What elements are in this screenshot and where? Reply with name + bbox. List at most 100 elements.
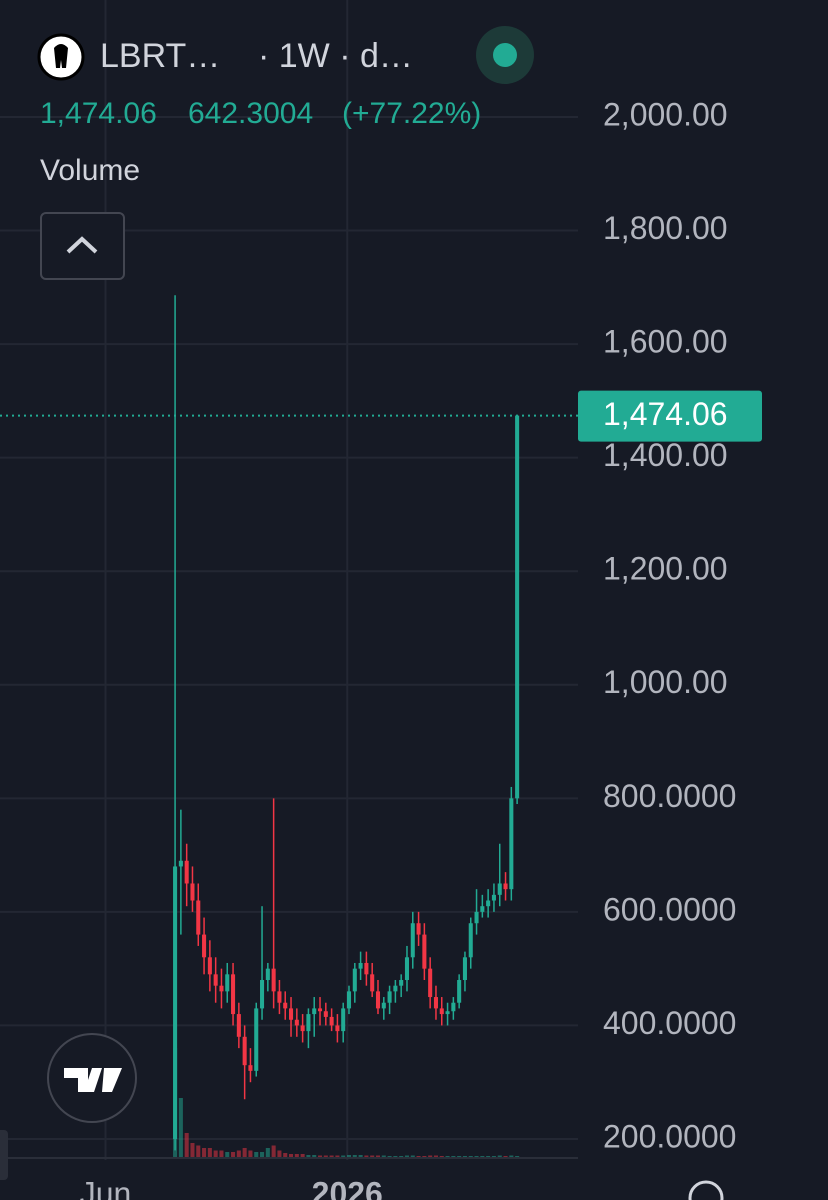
- volume-bar: [509, 1155, 514, 1158]
- last-price: 1,474.06: [40, 97, 157, 130]
- change-pct: (+77.22%): [342, 97, 481, 130]
- logo-figure: [54, 44, 68, 68]
- collapse-button[interactable]: [40, 212, 125, 280]
- volume-bar: [375, 1155, 381, 1158]
- y-tick-label: 200.0000: [603, 1118, 736, 1154]
- candle-body: [428, 968, 433, 998]
- candle-body: [486, 900, 491, 907]
- volume-bar: [213, 1150, 218, 1158]
- candle-body: [254, 1008, 259, 1071]
- volume-bar: [428, 1155, 433, 1158]
- volume-bar: [497, 1155, 502, 1158]
- candle-body: [352, 968, 357, 992]
- volume-bar: [242, 1148, 247, 1158]
- candle-body: [225, 974, 230, 992]
- volume-bar: [178, 1098, 183, 1158]
- candle-body: [410, 923, 415, 958]
- tv-mark: [64, 1068, 122, 1092]
- volume-bar: [196, 1145, 201, 1158]
- y-tick-label: 1,600.00: [603, 324, 728, 360]
- candle-body: [265, 968, 270, 981]
- candle-body: [236, 1014, 241, 1037]
- candle-body: [323, 1011, 328, 1017]
- candle-body: [283, 1002, 288, 1009]
- candle-body: [277, 991, 282, 1003]
- candle-body: [381, 1002, 386, 1009]
- candle-body: [480, 906, 485, 912]
- candle-body: [515, 415, 520, 799]
- candle-body: [346, 991, 352, 1009]
- volume-bar: [346, 1155, 352, 1158]
- candle-body: [178, 860, 183, 867]
- volume-bar: [410, 1155, 415, 1158]
- candle-body: [335, 1025, 340, 1032]
- volume-bar: [271, 1145, 276, 1158]
- volume-bar: [312, 1155, 317, 1158]
- candle-body: [294, 1019, 299, 1026]
- volume-bar: [231, 1152, 236, 1158]
- candle-body: [306, 1014, 311, 1032]
- candle-body: [468, 923, 473, 958]
- y-tick-label: 1,000.00: [603, 664, 728, 700]
- interval[interactable]: · 1W · d…: [258, 37, 413, 75]
- volume-bar: [207, 1148, 212, 1158]
- candle-body: [202, 934, 207, 958]
- volume-bar: [300, 1154, 305, 1158]
- settings-icon[interactable]: [688, 1180, 724, 1200]
- volume-bar: [254, 1152, 259, 1158]
- x-tick-label: Jun: [80, 1175, 132, 1200]
- candle-body: [457, 980, 462, 1003]
- y-tick-label: 1,200.00: [603, 551, 728, 587]
- candle-body: [242, 1036, 247, 1066]
- candle-body: [248, 1065, 253, 1071]
- candle-body: [364, 962, 369, 975]
- volume-bar: [341, 1155, 346, 1158]
- candle-body: [300, 1025, 305, 1032]
- candle-body: [451, 1002, 456, 1012]
- candle-body: [260, 980, 265, 1009]
- status-dot: [493, 43, 517, 67]
- last-price-box: [578, 390, 762, 442]
- y-tick-label: 800.0000: [603, 778, 736, 814]
- volume-bar: [433, 1155, 438, 1158]
- candle-body: [393, 985, 398, 992]
- candle-body: [491, 894, 496, 901]
- candle-body: [399, 980, 404, 986]
- volume-bar: [306, 1155, 311, 1158]
- candle-body: [503, 883, 508, 890]
- volume-bar: [294, 1154, 299, 1158]
- candle-body: [317, 1008, 323, 1012]
- candle-body: [213, 974, 218, 986]
- candle-body: [196, 900, 201, 935]
- volume-bar: [335, 1155, 340, 1158]
- volume-bar: [329, 1155, 334, 1158]
- volume-bar: [352, 1155, 357, 1158]
- y-tick-label: 1,400.00: [603, 437, 728, 473]
- volume-bar: [317, 1155, 323, 1158]
- candle-body: [370, 974, 375, 992]
- volume-bar: [190, 1143, 195, 1158]
- change: 642.3004: [188, 97, 313, 130]
- volume-bar: [283, 1153, 288, 1158]
- side-tab[interactable]: [0, 1130, 8, 1180]
- volume-bar: [219, 1150, 224, 1158]
- y-tick-label: 400.0000: [603, 1005, 736, 1041]
- candle-body: [462, 957, 467, 981]
- volume-bar: [381, 1155, 386, 1158]
- volume-bar: [364, 1155, 369, 1158]
- candle-body: [433, 997, 438, 1009]
- candle-body: [422, 934, 427, 969]
- candle-body: [387, 991, 392, 1003]
- plot: [173, 295, 520, 1158]
- candle-body: [341, 1008, 346, 1032]
- candle-body: [375, 991, 381, 1009]
- y-tick-label: 1,800.00: [603, 210, 728, 246]
- candle-body: [231, 974, 236, 1015]
- candle-body: [190, 883, 195, 901]
- volume-bar: [323, 1155, 328, 1158]
- volume-bar: [236, 1150, 241, 1158]
- candle-body: [358, 962, 363, 969]
- symbol[interactable]: LBRT…: [100, 37, 220, 75]
- volume-bar: [225, 1152, 230, 1158]
